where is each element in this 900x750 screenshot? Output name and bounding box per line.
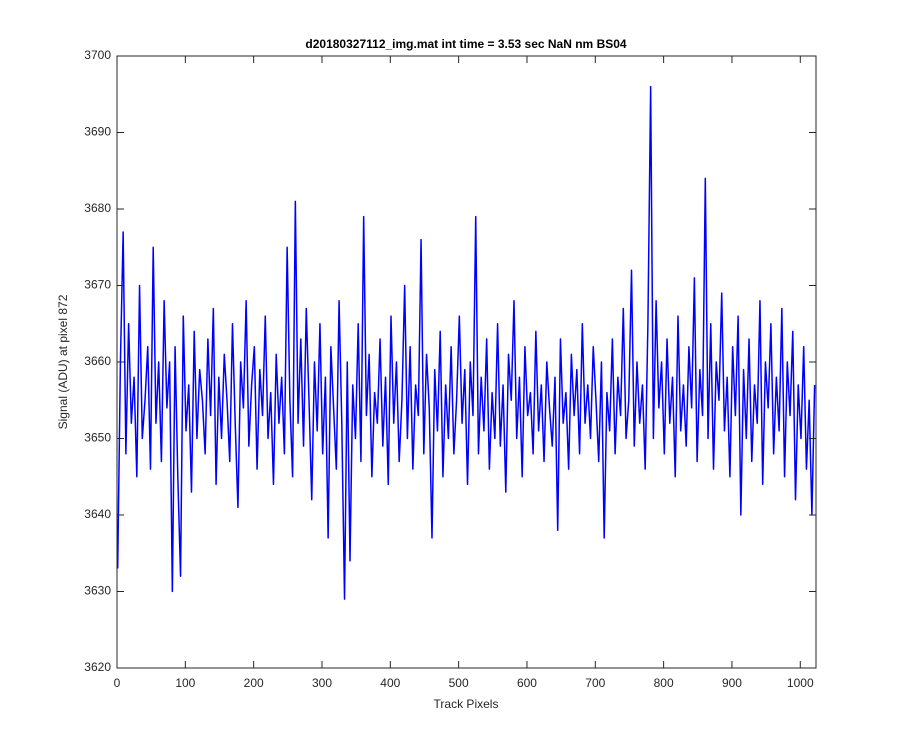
y-tick-label: 3700 [84, 48, 111, 62]
y-tick-label: 3670 [84, 278, 111, 292]
x-tick-label: 200 [244, 676, 264, 690]
data-line [116, 85, 816, 600]
chart-title: d20180327112_img.mat int time = 3.53 sec… [305, 37, 627, 51]
y-axis-label: Signal (ADU) at pixel 872 [56, 294, 70, 429]
x-tick-label: 600 [517, 676, 537, 690]
y-tick-label: 3640 [84, 507, 111, 521]
y-tick-label: 3650 [84, 431, 111, 445]
y-tick-label: 3630 [84, 584, 111, 598]
x-tick-label: 500 [449, 676, 469, 690]
x-axis-label: Track Pixels [434, 697, 499, 711]
y-tick-label: 3690 [84, 125, 111, 139]
x-tick-label: 800 [654, 676, 674, 690]
x-tick-label: 100 [175, 676, 195, 690]
y-tick-label: 3680 [84, 201, 111, 215]
x-tick-label: 700 [585, 676, 605, 690]
y-tick-label: 3660 [84, 354, 111, 368]
x-tick-label: 900 [722, 676, 742, 690]
x-tick-label: 0 [114, 676, 121, 690]
x-tick-label: 400 [380, 676, 400, 690]
x-tick-label: 300 [312, 676, 332, 690]
y-tick-label: 3620 [84, 660, 111, 674]
x-tick-label: 1000 [787, 676, 814, 690]
